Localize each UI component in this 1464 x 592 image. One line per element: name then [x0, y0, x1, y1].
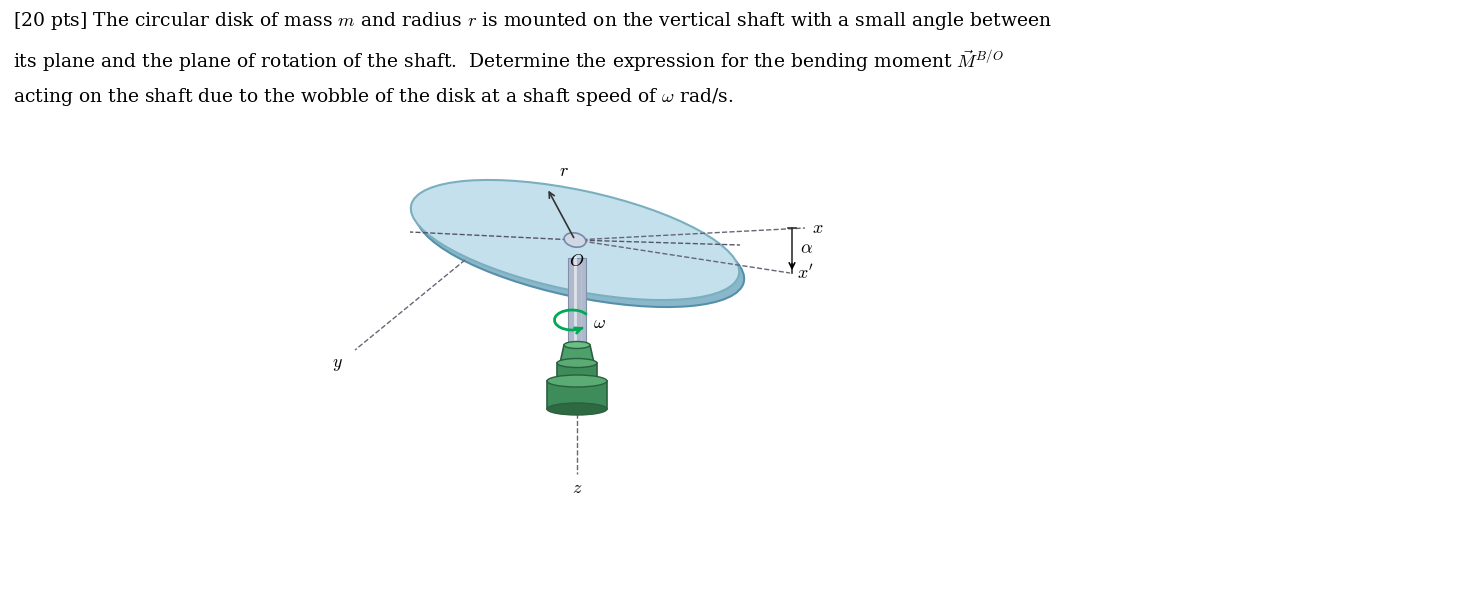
Polygon shape: [568, 258, 586, 345]
Ellipse shape: [548, 375, 608, 387]
Polygon shape: [556, 363, 597, 381]
Text: acting on the shaft due to the wobble of the disk at a shaft speed of $\omega$ r: acting on the shaft due to the wobble of…: [13, 86, 733, 108]
Ellipse shape: [561, 359, 594, 367]
Text: its plane and the plane of rotation of the shaft.  Determine the expression for : its plane and the plane of rotation of t…: [13, 48, 1004, 74]
Ellipse shape: [416, 187, 744, 307]
Ellipse shape: [411, 180, 739, 300]
Ellipse shape: [548, 403, 608, 415]
Text: $\omega$: $\omega$: [593, 314, 606, 332]
Text: $x$: $x$: [813, 219, 823, 237]
Text: $r$: $r$: [559, 162, 569, 180]
Ellipse shape: [556, 359, 597, 368]
Text: [20 pts] The circular disk of mass $m$ and radius $r$ is mounted on the vertical: [20 pts] The circular disk of mass $m$ a…: [13, 10, 1053, 32]
Text: $O$: $O$: [569, 252, 584, 270]
Polygon shape: [548, 381, 608, 409]
Ellipse shape: [556, 377, 597, 385]
Polygon shape: [561, 345, 594, 363]
Ellipse shape: [564, 233, 586, 247]
Ellipse shape: [564, 342, 590, 349]
Text: $y$: $y$: [332, 355, 343, 373]
Text: $x'$: $x'$: [796, 263, 814, 282]
Text: $\alpha$: $\alpha$: [799, 240, 813, 258]
Text: $z$: $z$: [572, 479, 583, 497]
